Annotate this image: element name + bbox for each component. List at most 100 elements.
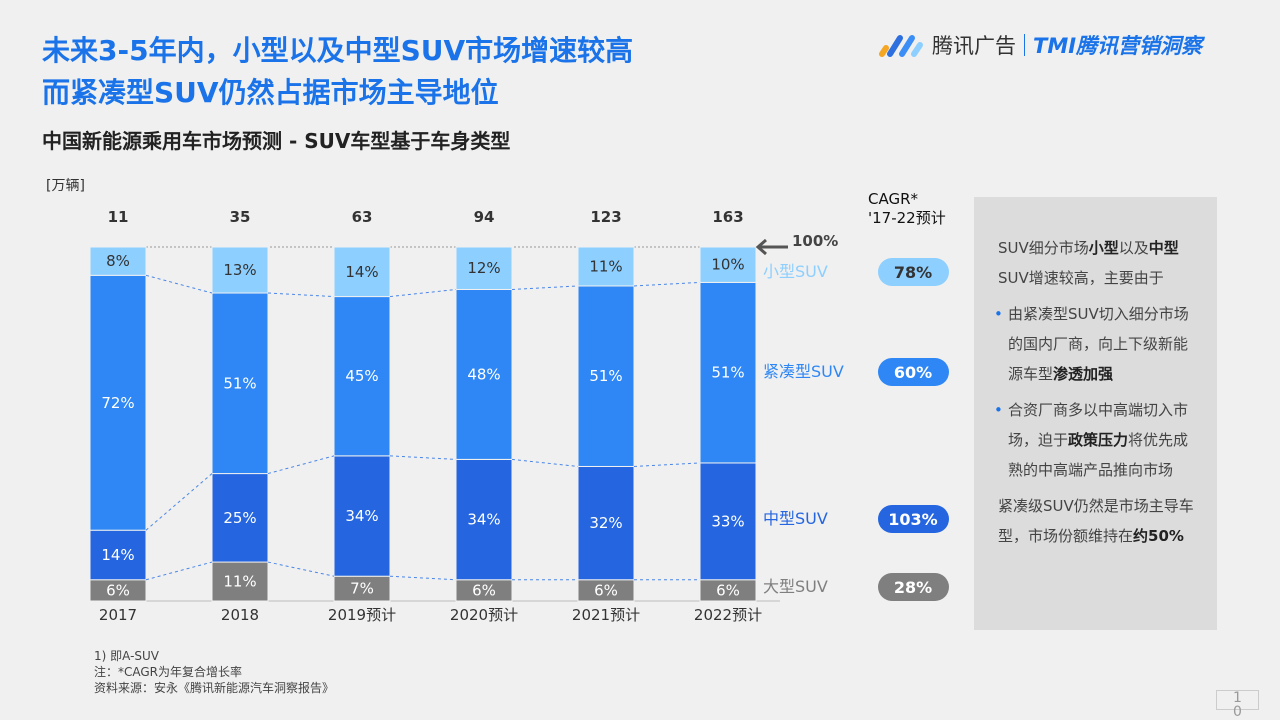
title-line-1: 未来3-5年内，小型以及中型SUV市场增速较高 — [42, 34, 634, 67]
bar-segment — [333, 575, 391, 602]
bar-segment — [699, 462, 757, 581]
bar-segment — [333, 246, 391, 298]
x-tick-label: 2017 — [99, 606, 137, 624]
cagr-pill — [878, 573, 949, 601]
connector-line — [633, 281, 701, 287]
bar-segment — [699, 246, 757, 283]
tencent-ads-logo-icon — [879, 35, 923, 57]
total-label: 11 — [108, 208, 129, 226]
connector-line — [145, 473, 213, 531]
total-label: 94 — [474, 208, 495, 226]
cagr-header-line1: CAGR* — [868, 190, 919, 208]
page-title: 未来3-5年内，小型以及中型SUV市场增速较高 而紧凑型SUV仍然占据市场主导地… — [42, 30, 633, 114]
data-label: 8% — [106, 252, 130, 270]
data-label: 14% — [345, 263, 378, 281]
data-label: 6% — [106, 581, 130, 599]
title-line-2: 而紧凑型SUV仍然占据市场主导地位 — [42, 76, 499, 109]
legend-label: 中型SUV — [763, 509, 828, 528]
data-label: 10% — [711, 256, 744, 274]
connector-line — [633, 462, 701, 467]
insight-bullet-2: 合资厂商多以中高端切入市场，迫于政策压力将优先成熟的中高端产品推向市场 — [994, 395, 1201, 485]
insight-conclusion: 紧凑级SUV仍然是市场主导车型，市场份额维持在约50% — [998, 497, 1194, 545]
bar-segment — [333, 296, 391, 457]
data-label: 34% — [467, 511, 500, 529]
data-label: 48% — [467, 365, 500, 383]
data-label: 51% — [223, 374, 256, 392]
footnote-1: 1) 即A-SUV — [94, 649, 160, 663]
data-label: 12% — [467, 259, 500, 277]
data-label: 51% — [589, 367, 622, 385]
data-label: 72% — [101, 394, 134, 412]
footnote-2: 注：*CAGR为年复合增长率 — [94, 665, 243, 679]
bar-segment — [455, 246, 513, 290]
legend-label: 紧凑型SUV — [763, 362, 844, 381]
bar-segment — [211, 246, 269, 294]
insight-panel: SUV细分市场小型以及中型SUV增速较高，主要由于 由紧凑型SUV切入细分市场的… — [974, 197, 1217, 630]
connector-line — [389, 288, 457, 298]
footnotes: 1) 即A-SUV 注：*CAGR为年复合增长率 资料来源：安永《腾讯新能源汽车… — [94, 648, 334, 696]
cagr-pill — [878, 358, 949, 386]
data-label: 25% — [223, 509, 256, 527]
bar-segment — [89, 274, 147, 531]
data-label: 32% — [589, 514, 622, 532]
cagr-value: 28% — [894, 578, 932, 597]
cagr-pill — [878, 258, 949, 286]
x-tick-label: 2020预计 — [450, 606, 518, 624]
connector-line — [267, 455, 335, 475]
bar-segment — [577, 246, 635, 287]
data-label: 6% — [472, 581, 496, 599]
connector-line — [267, 561, 335, 577]
connector-line — [389, 455, 457, 460]
connector-line — [145, 561, 213, 581]
bar-segment — [211, 473, 269, 563]
connector-line — [389, 575, 457, 581]
logo-text: 腾讯广告 — [932, 34, 1016, 58]
unit-label: [万辆] — [46, 178, 85, 194]
bar-segment — [577, 465, 635, 581]
cagr-header-line2: '17-22预计 — [868, 209, 946, 227]
cagr-header: CAGR* '17-22预计 — [868, 190, 946, 228]
x-tick-label: 2022预计 — [694, 606, 762, 624]
bar-segment — [89, 529, 147, 581]
cagr-value: 78% — [894, 263, 932, 282]
data-label: 34% — [345, 507, 378, 525]
bar-segment — [455, 458, 513, 581]
connector-line — [267, 292, 335, 298]
total-label: 63 — [352, 208, 373, 226]
logo-divider — [1024, 34, 1025, 56]
top-marker-label: 100% — [792, 232, 838, 250]
bar-segment — [89, 246, 147, 276]
data-label: 45% — [345, 367, 378, 385]
bar-segment — [699, 281, 757, 464]
connector-line — [511, 458, 579, 467]
x-tick-label: 2018 — [221, 606, 259, 624]
connector-line — [511, 285, 579, 290]
data-label: 13% — [223, 261, 256, 279]
data-label: 33% — [711, 512, 744, 530]
insight-intro: SUV细分市场小型以及中型SUV增速较高，主要由于 — [998, 239, 1179, 287]
x-tick-label: 2021预计 — [572, 606, 640, 624]
bar-segment — [455, 288, 513, 460]
chart-subtitle: 中国新能源乘用车市场预测 - SUV车型基于车身类型 — [42, 129, 511, 153]
legend-label: 小型SUV — [763, 262, 828, 281]
data-label: 51% — [711, 364, 744, 382]
data-label: 7% — [350, 580, 374, 598]
cagr-value: 103% — [888, 510, 937, 529]
cagr-value: 60% — [894, 363, 932, 382]
connector-line — [145, 274, 213, 294]
arrow-left-icon — [755, 238, 788, 256]
data-label: 14% — [101, 546, 134, 564]
total-label: 123 — [590, 208, 621, 226]
x-tick-label: 2019预计 — [328, 606, 396, 624]
insight-bullet-1: 由紧凑型SUV切入细分市场的国内厂商，向上下级新能源车型渗透加强 — [994, 299, 1201, 389]
cagr-pill — [878, 505, 949, 533]
logo-subtext: TMI腾讯营销洞察 — [1033, 34, 1203, 58]
data-label: 6% — [716, 581, 740, 599]
source-note: 资料来源：安永《腾讯新能源汽车洞察报告》 — [94, 681, 335, 695]
total-label: 35 — [230, 208, 251, 226]
total-label: 163 — [712, 208, 743, 226]
data-label: 11% — [589, 257, 622, 275]
legend-label: 大型SUV — [763, 577, 828, 596]
